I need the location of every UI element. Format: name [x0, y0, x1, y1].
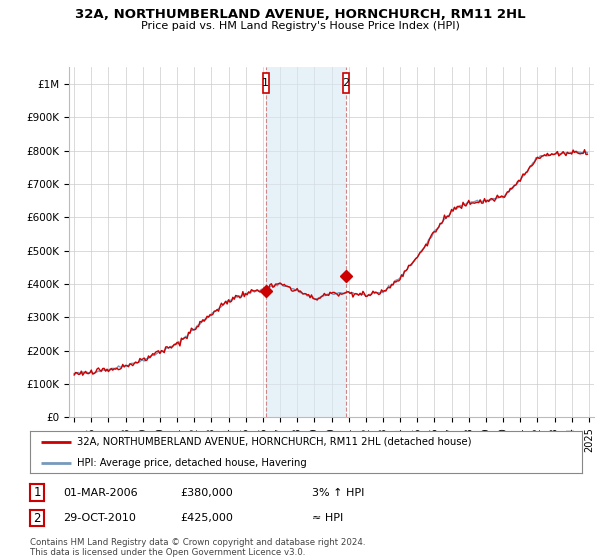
Text: 01-MAR-2006: 01-MAR-2006	[63, 488, 137, 498]
Text: 32A, NORTHUMBERLAND AVENUE, HORNCHURCH, RM11 2HL (detached house): 32A, NORTHUMBERLAND AVENUE, HORNCHURCH, …	[77, 437, 472, 447]
Text: 2: 2	[34, 511, 41, 525]
Text: 32A, NORTHUMBERLAND AVENUE, HORNCHURCH, RM11 2HL: 32A, NORTHUMBERLAND AVENUE, HORNCHURCH, …	[74, 8, 526, 21]
Text: 3% ↑ HPI: 3% ↑ HPI	[312, 488, 364, 498]
Text: 2: 2	[342, 78, 349, 88]
FancyBboxPatch shape	[343, 73, 349, 92]
Text: 1: 1	[262, 78, 269, 88]
Text: £425,000: £425,000	[180, 513, 233, 523]
Text: HPI: Average price, detached house, Havering: HPI: Average price, detached house, Have…	[77, 458, 307, 468]
Text: Contains HM Land Registry data © Crown copyright and database right 2024.
This d: Contains HM Land Registry data © Crown c…	[30, 538, 365, 557]
Text: Price paid vs. HM Land Registry's House Price Index (HPI): Price paid vs. HM Land Registry's House …	[140, 21, 460, 31]
Text: 1: 1	[34, 486, 41, 500]
FancyBboxPatch shape	[263, 73, 269, 92]
Text: 29-OCT-2010: 29-OCT-2010	[63, 513, 136, 523]
Bar	[266, 67, 346, 417]
Text: £380,000: £380,000	[180, 488, 233, 498]
Text: ≈ HPI: ≈ HPI	[312, 513, 343, 523]
